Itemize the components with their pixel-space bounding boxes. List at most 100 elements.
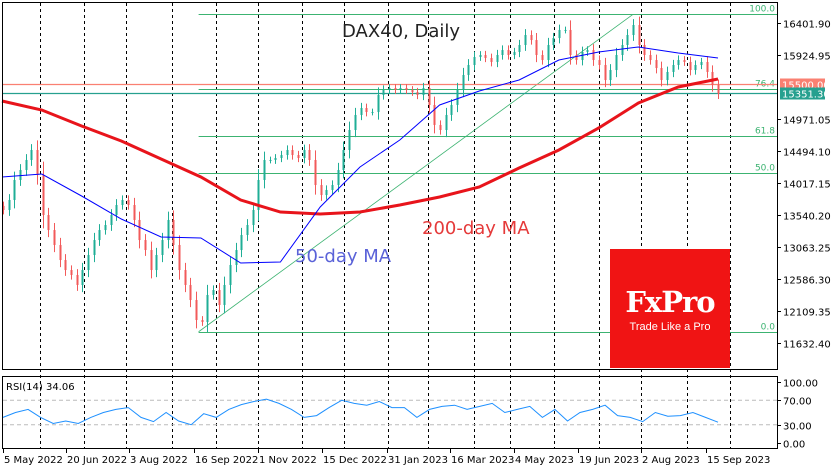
candle [150, 241, 153, 279]
candle-body [677, 60, 680, 65]
candle-body [360, 107, 363, 115]
candle-body [575, 54, 578, 61]
candle-body [280, 155, 283, 158]
time-axis[interactable]: 5 May 2022 20 Jun 2022 3 Aug 2022 16 Sep 20… [3, 449, 771, 466]
candle-body [626, 35, 629, 45]
candle [711, 65, 714, 92]
candle [484, 50, 487, 63]
candle [621, 39, 624, 61]
candle-body [569, 29, 572, 55]
candle [666, 66, 669, 86]
candle-body [291, 149, 294, 156]
candle [411, 86, 414, 96]
candle-body [615, 54, 618, 71]
candle-body [632, 25, 635, 36]
price-tick-label: 14971.05 [783, 116, 831, 127]
logo-brand: FxPro [625, 285, 715, 319]
candle [394, 84, 397, 94]
fib-level-label: 100.0 [749, 5, 775, 15]
candle [354, 107, 357, 138]
candle-body [47, 215, 50, 231]
candle [348, 121, 351, 159]
candle [178, 235, 181, 280]
candle-body [110, 215, 113, 226]
candle [19, 164, 22, 186]
rsi-label: RSI(14) 34.06 [6, 382, 75, 393]
candle [223, 276, 226, 314]
candle [433, 96, 436, 134]
candle [518, 39, 521, 58]
candle [416, 87, 419, 100]
candle-body [30, 149, 33, 160]
candle-body [115, 205, 118, 216]
candle-body [706, 61, 709, 72]
candle [30, 144, 33, 166]
candle [649, 50, 652, 65]
candle [428, 80, 431, 113]
candle-body [286, 149, 289, 156]
candle [382, 85, 385, 100]
candle-body [501, 50, 504, 55]
candle-body [320, 185, 323, 196]
price-tick-label: 11632.40 [783, 340, 831, 351]
ma200-line [1, 77, 719, 216]
candle-body [394, 88, 397, 91]
ma50-label: 50-day MA [295, 246, 392, 267]
fib-level-label: 50.0 [755, 164, 775, 174]
candle-body [586, 50, 589, 52]
rsi-tick-label: 30.00 [783, 422, 812, 433]
candle [87, 247, 90, 278]
candle [8, 194, 11, 216]
candle [445, 107, 448, 138]
candle-body [223, 284, 226, 305]
candle [104, 220, 107, 235]
candle [638, 16, 641, 54]
candle-body [456, 90, 459, 105]
candle [490, 53, 493, 67]
candle-body [104, 225, 107, 231]
candle-body [558, 29, 561, 39]
candle [530, 30, 533, 45]
candles [2, 16, 720, 333]
rsi-pane-frame [2, 376, 778, 449]
date-label: 5 May 2022 [4, 455, 63, 466]
candle [81, 262, 84, 293]
candle-body [450, 104, 453, 115]
price-level-tag [780, 87, 825, 100]
candle [365, 103, 368, 117]
candle-body [581, 51, 584, 61]
price-level-tag-label: 15351.30 [782, 90, 830, 101]
price-tick-label: 14494.10 [783, 148, 831, 159]
candle-body [189, 284, 192, 301]
fib-level-label: 0.0 [761, 323, 776, 333]
candle [303, 144, 306, 164]
date-label: 20 Jun 2022 [67, 455, 127, 466]
candle [76, 269, 79, 291]
candle [706, 56, 709, 78]
candle [496, 49, 499, 68]
price-tick-label: 12109.35 [783, 308, 831, 319]
price-tick-label: 14017.15 [783, 180, 831, 191]
candle-body [399, 88, 402, 91]
candle-body [138, 219, 141, 241]
candle-body [133, 205, 136, 220]
candle [133, 197, 136, 228]
candle [677, 55, 680, 70]
candle-body [331, 185, 334, 190]
candle-body [178, 244, 181, 271]
candle-body [621, 44, 624, 55]
candle [683, 56, 686, 66]
date-label: 3 Aug 2022 [130, 455, 188, 466]
candle-body [218, 290, 221, 305]
candle [604, 57, 607, 88]
candle [643, 39, 646, 61]
candle-body [127, 199, 130, 206]
candle-body [598, 60, 601, 65]
candle [240, 227, 243, 258]
candle-body [422, 88, 425, 95]
price-tick-label: 16401.90 [783, 20, 831, 31]
candle [558, 24, 561, 44]
candle-body [405, 88, 408, 91]
